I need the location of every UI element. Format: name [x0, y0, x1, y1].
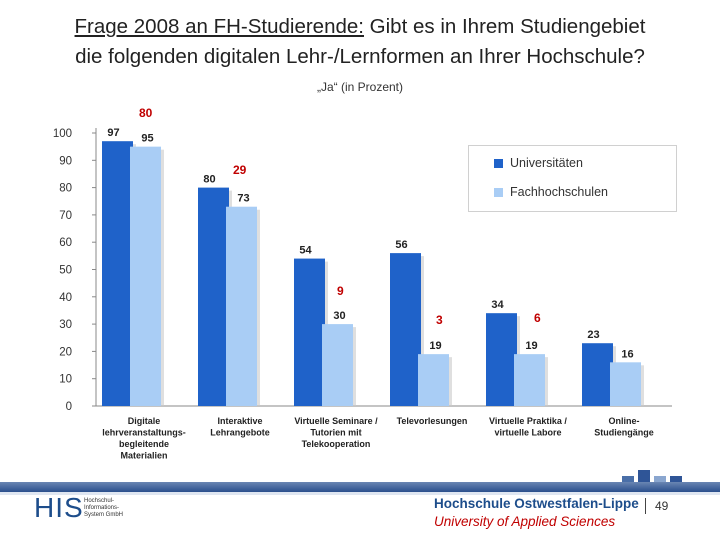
page-separator: [645, 498, 646, 514]
bar-value-label: 19: [525, 340, 537, 352]
annotation-6: 6: [534, 311, 541, 325]
page-number: 49: [655, 499, 669, 513]
bar-fachhochschulen: [514, 354, 545, 406]
x-category-label: Televorlesungen: [397, 416, 468, 426]
annotation-9: 9: [337, 284, 344, 298]
title-line-2: die folgenden digitalen Lehr-/Lernformen…: [75, 45, 645, 68]
y-tick-label: 90: [59, 155, 72, 167]
x-category-label: Virtuelle Praktika /: [489, 416, 567, 426]
x-category-label: Digitale: [128, 416, 161, 426]
his-line-1: Hochschul-: [84, 498, 115, 504]
title-rest: Gibt es in Ihrem Studiengebiet: [363, 15, 646, 38]
bar-fachhochschulen: [418, 354, 449, 406]
chart-subtitle: „Ja“ (in Prozent): [316, 80, 404, 94]
his-line-3: System GmbH: [84, 512, 124, 518]
legend-item-fachhochschulen: Fachhochschulen: [494, 185, 608, 199]
his-logo: HIS: [34, 492, 84, 523]
his-logo-text: Hochschul- Informations- System GmbH: [84, 498, 123, 519]
y-tick-label: 100: [53, 128, 72, 140]
x-category-label: Telekooperation: [302, 439, 371, 449]
x-category-label: virtuelle Labore: [494, 428, 561, 438]
bar-value-label: 34: [491, 299, 504, 311]
x-category-label: lehrveranstaltungs-: [102, 428, 186, 438]
x-category-label: Online-: [609, 416, 640, 426]
legend-swatch-universities: [494, 158, 503, 168]
footer-bar: [0, 482, 720, 492]
bar-universities: [102, 141, 133, 406]
bar-value-label: 30: [333, 310, 345, 322]
legend-item-universities: Universitäten: [494, 156, 583, 170]
annotation-3: 3: [436, 313, 443, 327]
bar-fachhochschulen: [226, 206, 257, 406]
university-name: Hochschule Ostwestfalen-Lippe: [434, 496, 639, 511]
bar-fachhochschulen: [610, 362, 641, 406]
university-subtitle: University of Applied Sciences: [434, 514, 616, 529]
bar-universities: [486, 313, 517, 406]
bar-value-label: 73: [237, 193, 249, 205]
x-category-label: Interaktive: [217, 416, 262, 426]
bar-value-label: 16: [621, 348, 633, 360]
bar-fachhochschulen: [130, 146, 161, 406]
y-tick-label: 60: [59, 237, 72, 249]
annotation-29: 29: [233, 163, 247, 177]
slide-title: Frage 2008 an FH-Studierende: Gibt es in…: [0, 12, 720, 72]
bar-universities: [198, 187, 229, 406]
y-tick-label: 20: [59, 346, 72, 358]
title-prefix: Frage 2008 an FH-Studierende:: [74, 15, 364, 38]
x-category-label: Virtuelle Seminare /: [294, 416, 378, 426]
bar-value-label: 95: [141, 133, 153, 145]
bar-value-label: 97: [107, 127, 119, 139]
bar-value-label: 19: [429, 340, 441, 352]
x-category-label: Materialien: [120, 451, 167, 461]
y-tick-label: 80: [59, 183, 72, 195]
bar-value-label: 80: [203, 174, 215, 186]
bar-fachhochschulen: [322, 324, 353, 406]
y-tick-label: 10: [59, 374, 72, 386]
y-tick-label: 40: [59, 292, 72, 304]
annotation-80: 80: [139, 106, 153, 120]
bar-value-label: 54: [299, 245, 312, 257]
x-category-label: begleitende: [119, 439, 169, 449]
chart-legend: Universitäten Fachhochschulen: [468, 145, 677, 212]
bar-value-label: 56: [395, 239, 407, 251]
y-tick-label: 50: [59, 265, 72, 277]
footer-bar-shadow: [0, 492, 720, 495]
x-category-label: Studiengänge: [594, 428, 654, 438]
bar-universities: [390, 253, 421, 406]
x-category-label: Lehrangebote: [210, 428, 270, 438]
y-tick-label: 70: [59, 210, 72, 222]
x-category-label: Tutorien mit: [310, 428, 361, 438]
legend-swatch-fachhochschulen: [494, 187, 503, 197]
bar-universities: [294, 258, 325, 406]
his-line-2: Informations-: [84, 505, 120, 511]
legend-label-universities: Universitäten: [510, 156, 583, 170]
bar-universities: [582, 343, 613, 406]
bar-value-label: 23: [587, 329, 599, 341]
y-tick-label: 0: [66, 401, 72, 413]
legend-label-fachhochschulen: Fachhochschulen: [510, 185, 608, 199]
y-tick-label: 30: [59, 319, 72, 331]
